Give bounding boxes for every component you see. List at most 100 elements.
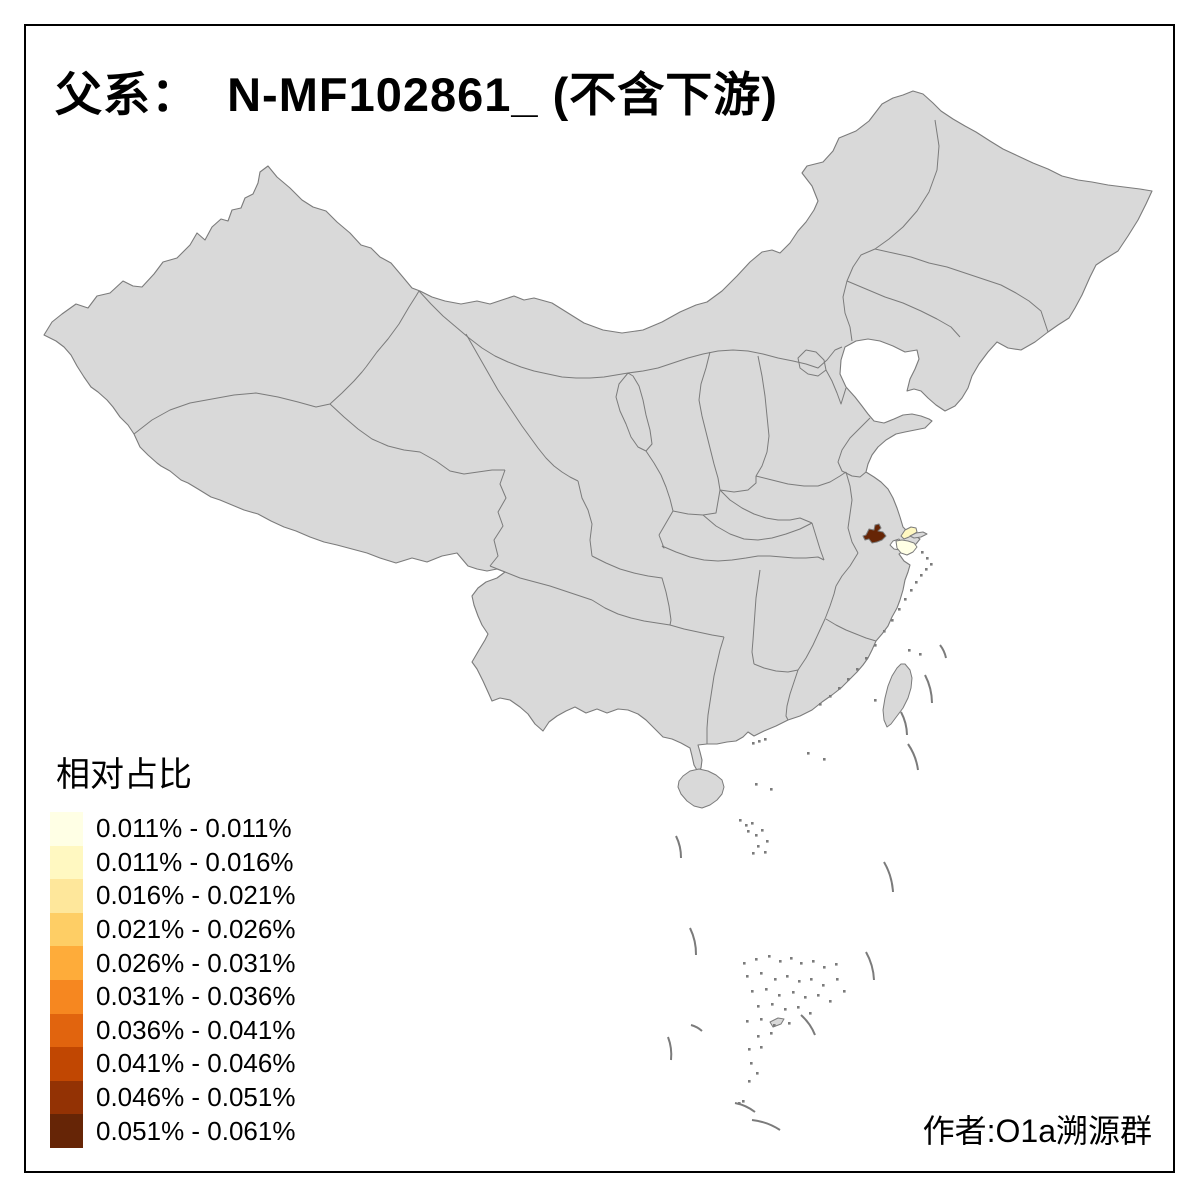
islet-speck (925, 568, 928, 571)
islet-speck (819, 703, 822, 706)
sea-boundary-dash (690, 1024, 703, 1032)
province-border (669, 619, 672, 626)
islet-speck (883, 630, 886, 633)
islet-speck (807, 752, 810, 755)
province-border (577, 480, 593, 557)
islet-speck (765, 988, 768, 991)
islet-speck (800, 962, 803, 965)
sea-boundary-dash (900, 711, 908, 736)
attribution-text: 作者:O1a溯源群 (922, 1113, 1152, 1149)
legend-label: 0.051% - 0.061% (96, 1115, 296, 1146)
province-border (706, 636, 725, 744)
province-border (755, 471, 847, 487)
islet-speck (746, 1020, 749, 1023)
legend-label: 0.021% - 0.026% (96, 914, 296, 945)
islet-speck (784, 1008, 787, 1011)
islet-speck (804, 996, 807, 999)
islet-speck (746, 975, 749, 978)
islet-speck (761, 829, 764, 832)
islet-speck (817, 994, 820, 997)
islet-speck (757, 845, 760, 848)
islet-speck (908, 649, 911, 652)
legend-swatch-bin-4 (50, 912, 83, 947)
islet-speck (757, 1035, 760, 1038)
islet-speck (747, 830, 750, 833)
province-border (591, 555, 672, 621)
legend-label: 0.026% - 0.031% (96, 947, 296, 978)
islet-speck (798, 980, 801, 983)
legend-swatch-bin-3 (50, 879, 83, 913)
island-chongming (909, 531, 928, 539)
legend-label: 0.046% - 0.051% (96, 1082, 296, 1113)
sea-boundary-dash (751, 1119, 781, 1131)
islet-speck (752, 742, 755, 745)
legend-label: 0.011% - 0.011% (96, 813, 292, 844)
region-bin2-northeast (900, 526, 918, 540)
province-border (825, 618, 877, 642)
islet-speck (743, 962, 746, 965)
province-border (755, 355, 770, 477)
sea-boundary-dash (800, 1014, 816, 1036)
islet-speck (758, 740, 761, 743)
islet-speck (778, 994, 781, 997)
islet-speck (829, 1000, 832, 1003)
province-border (365, 290, 420, 368)
legend-swatch-bin-6 (50, 979, 83, 1014)
islet-speck (771, 1003, 774, 1006)
islet-speck (921, 551, 924, 554)
province-border (702, 514, 813, 541)
islet-speck (829, 695, 832, 698)
province-border (835, 552, 859, 587)
islet-speck (756, 1072, 759, 1075)
islet-speck (739, 819, 742, 822)
islet-speck (822, 984, 825, 987)
islet-speck (770, 1032, 773, 1035)
islet-speck (766, 840, 769, 843)
region-bin10-darkest (862, 523, 887, 544)
islet-speck (847, 678, 850, 681)
islet-speck (915, 581, 918, 584)
islet-speck (898, 608, 901, 611)
province-border (661, 545, 825, 562)
islet-speck (779, 960, 782, 963)
legend-swatch-bin-8 (50, 1047, 83, 1081)
islet-speck (764, 851, 767, 854)
legend-swatch-bin-5 (50, 946, 83, 980)
province-border (133, 392, 331, 435)
islet-speck (874, 699, 877, 702)
islet-speck (788, 1022, 791, 1025)
legend-swatch-bin-10 (50, 1114, 83, 1148)
province-border (329, 403, 505, 475)
sea-boundary-dash (734, 1102, 756, 1113)
province-border (825, 369, 847, 405)
province-border (719, 476, 757, 493)
legend-label: 0.031% - 0.036% (96, 981, 296, 1012)
legend-row: 0.011% - 0.011% (50, 812, 295, 846)
legend-row: 0.051% - 0.061% (50, 1114, 295, 1148)
sea-boundary-dash (883, 861, 894, 893)
islet-speck (745, 824, 748, 827)
islet-speck (910, 589, 913, 592)
province-border (698, 351, 721, 491)
province-border (627, 346, 843, 374)
legend-swatch-bin-1 (50, 812, 83, 846)
islet-speck (768, 955, 771, 958)
islet-speck (865, 657, 868, 660)
islet-speck (891, 619, 894, 622)
sea-boundary-dash (907, 743, 919, 771)
sea-boundary-dash (865, 951, 875, 981)
islet-speck (748, 1080, 751, 1083)
islet-speck (920, 574, 923, 577)
legend-row: 0.011% - 0.016% (50, 845, 295, 880)
islet-speck (790, 957, 793, 960)
islet-speck (752, 852, 755, 855)
province-border (591, 599, 725, 638)
legend-row: 0.016% - 0.021% (50, 879, 295, 913)
legend-row: 0.031% - 0.036% (50, 979, 296, 1014)
province-border (719, 489, 813, 524)
legend-row: 0.021% - 0.026% (50, 912, 296, 947)
legend-label: 0.041% - 0.046% (96, 1048, 296, 1079)
islet-speck (809, 1012, 812, 1015)
page-title: 父系： N-MF102861_ (不含下游) (55, 68, 778, 121)
